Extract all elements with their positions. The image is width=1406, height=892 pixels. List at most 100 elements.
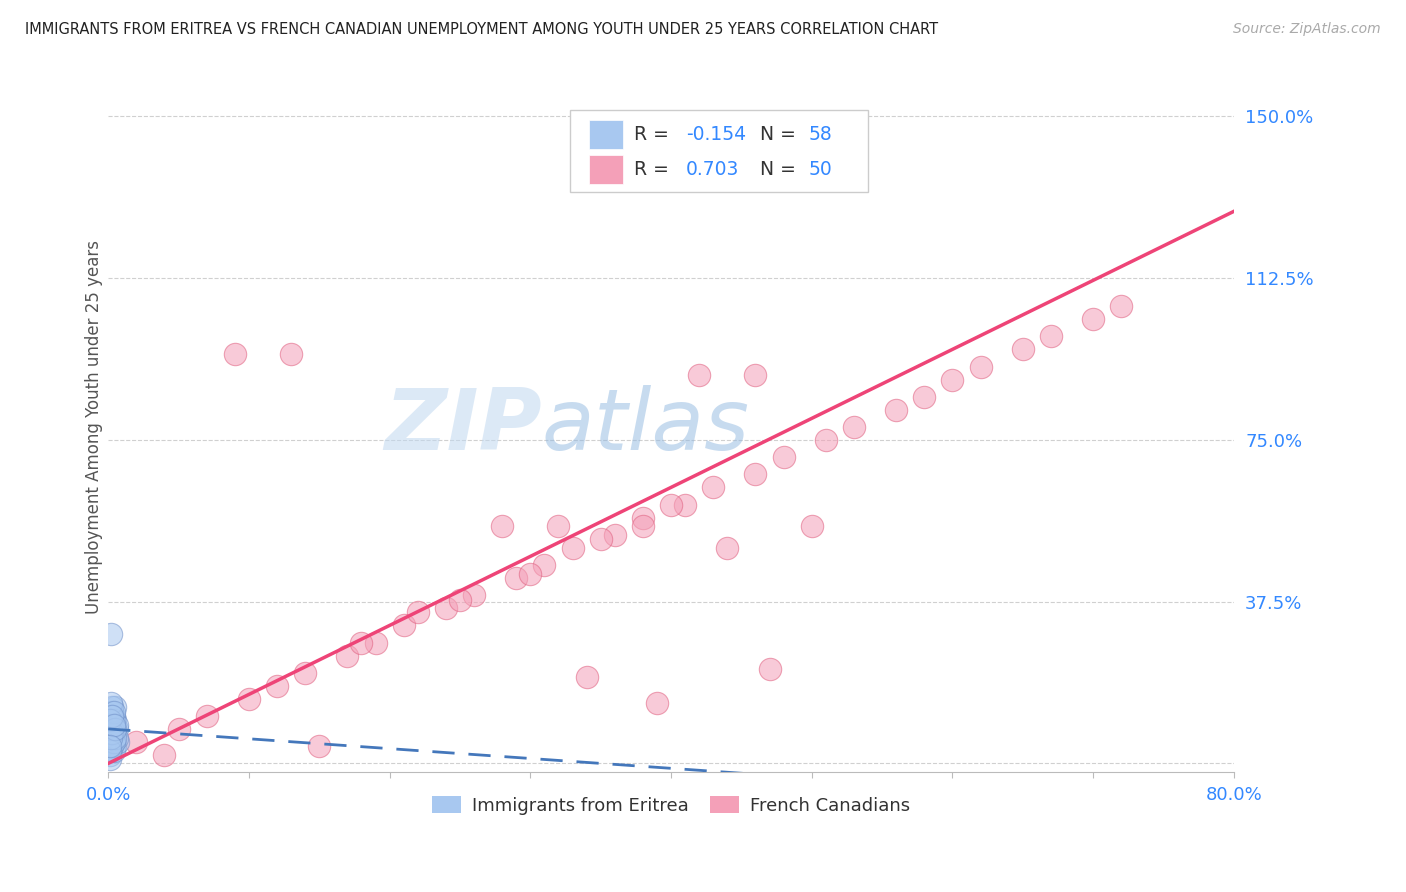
Point xyxy=(103,726,125,740)
Point xyxy=(104,700,127,714)
Point xyxy=(814,433,837,447)
Point xyxy=(100,743,122,757)
Point xyxy=(308,739,330,754)
Point xyxy=(463,588,485,602)
Point xyxy=(101,726,124,740)
Point xyxy=(505,571,527,585)
Point xyxy=(103,705,125,719)
Point xyxy=(98,747,121,762)
Point xyxy=(1111,299,1133,313)
Point xyxy=(103,717,125,731)
Point xyxy=(561,541,583,555)
Point xyxy=(98,726,121,740)
Point xyxy=(294,665,316,680)
Point xyxy=(103,722,125,736)
Point xyxy=(104,726,127,740)
Point xyxy=(101,735,124,749)
Point xyxy=(941,372,963,386)
Point xyxy=(100,717,122,731)
Point xyxy=(105,722,128,736)
Point xyxy=(100,731,122,745)
Point xyxy=(167,722,190,736)
Text: atlas: atlas xyxy=(541,385,749,468)
Point xyxy=(533,558,555,572)
Point xyxy=(1083,312,1105,326)
Point xyxy=(100,709,122,723)
Point xyxy=(125,735,148,749)
Point xyxy=(100,739,122,754)
Point xyxy=(772,450,794,465)
Point xyxy=(350,635,373,649)
Text: -0.154: -0.154 xyxy=(686,125,745,144)
Point xyxy=(101,717,124,731)
Point xyxy=(101,709,124,723)
Point xyxy=(406,606,429,620)
Point xyxy=(449,592,471,607)
Point xyxy=(98,743,121,757)
Point xyxy=(101,700,124,714)
Point xyxy=(659,498,682,512)
Point xyxy=(100,731,122,745)
Point xyxy=(101,714,124,728)
Text: R =: R = xyxy=(634,125,675,144)
Point xyxy=(519,566,541,581)
Point xyxy=(101,739,124,754)
FancyBboxPatch shape xyxy=(569,110,868,193)
Point xyxy=(716,541,738,555)
Point xyxy=(589,532,612,546)
Text: N =: N = xyxy=(761,160,801,178)
Point xyxy=(101,722,124,736)
Point xyxy=(969,359,991,374)
Point xyxy=(104,722,127,736)
Point xyxy=(103,709,125,723)
Point xyxy=(101,731,124,745)
Point xyxy=(884,402,907,417)
Point xyxy=(105,717,128,731)
Point xyxy=(702,480,724,494)
Point xyxy=(392,618,415,632)
Point xyxy=(98,752,121,766)
Point xyxy=(491,519,513,533)
Point xyxy=(98,739,121,754)
Point xyxy=(280,346,302,360)
Point xyxy=(575,670,598,684)
Point xyxy=(744,467,766,482)
Point xyxy=(98,739,121,754)
Point xyxy=(224,346,246,360)
Point xyxy=(103,714,125,728)
Text: R =: R = xyxy=(634,160,675,178)
Point xyxy=(101,722,124,736)
Point xyxy=(103,743,125,757)
Text: 0.703: 0.703 xyxy=(686,160,740,178)
Point xyxy=(100,722,122,736)
Point xyxy=(98,714,121,728)
Point xyxy=(103,717,125,731)
Point xyxy=(1040,329,1063,343)
Point xyxy=(1011,343,1033,357)
Point xyxy=(800,519,823,533)
Point xyxy=(266,679,288,693)
Point xyxy=(105,731,128,745)
Point xyxy=(100,696,122,710)
Point xyxy=(673,498,696,512)
Legend: Immigrants from Eritrea, French Canadians: Immigrants from Eritrea, French Canadian… xyxy=(432,796,910,814)
Point xyxy=(744,368,766,383)
Y-axis label: Unemployment Among Youth under 25 years: Unemployment Among Youth under 25 years xyxy=(86,240,103,614)
Point xyxy=(103,735,125,749)
Text: ZIP: ZIP xyxy=(384,385,541,468)
Point xyxy=(631,519,654,533)
Text: Source: ZipAtlas.com: Source: ZipAtlas.com xyxy=(1233,22,1381,37)
Bar xyxy=(589,154,623,184)
Point xyxy=(912,390,935,404)
Text: N =: N = xyxy=(761,125,801,144)
Point xyxy=(101,722,124,736)
Point xyxy=(364,635,387,649)
Point xyxy=(631,510,654,524)
Point xyxy=(842,420,865,434)
Point xyxy=(103,731,125,745)
Point xyxy=(645,696,668,710)
Point xyxy=(547,519,569,533)
Point xyxy=(104,714,127,728)
Point xyxy=(100,627,122,641)
Point xyxy=(104,739,127,754)
